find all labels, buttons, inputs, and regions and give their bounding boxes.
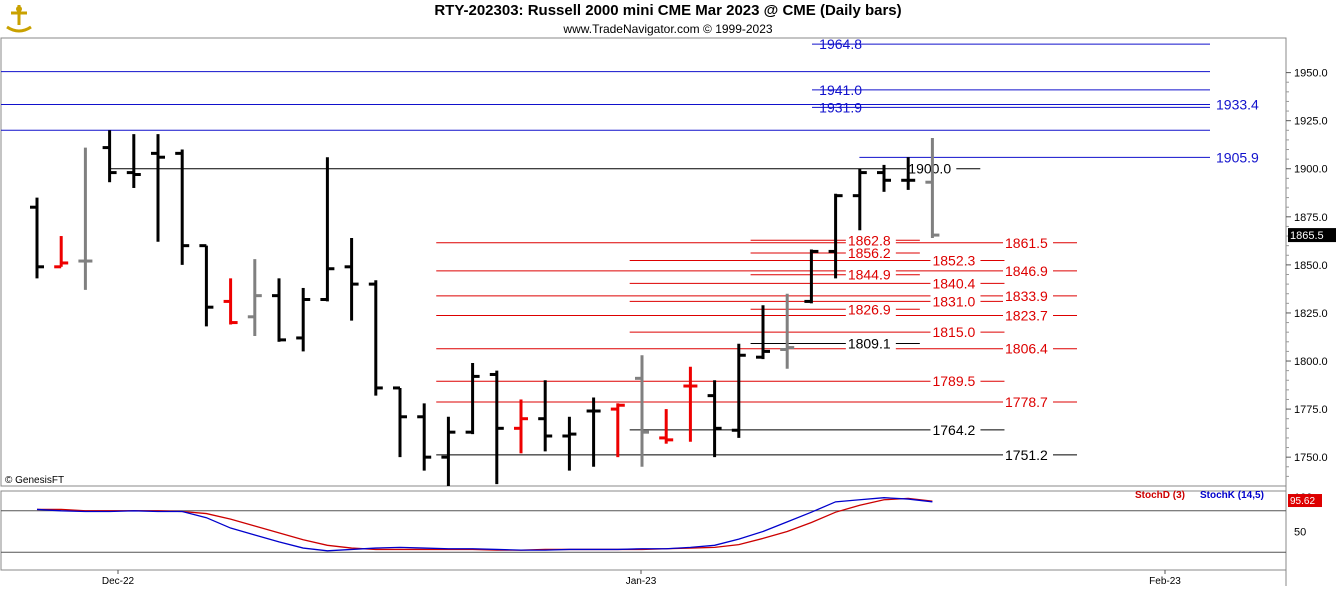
level-value-21: 1806.4 xyxy=(1005,341,1048,357)
level-label-backdrop-15 xyxy=(1003,288,1054,303)
level-value-10: 1856.2 xyxy=(848,245,891,261)
level-value-13: 1844.9 xyxy=(848,267,891,283)
x-axis-label-2: Feb-23 xyxy=(1149,576,1181,587)
level-value-22: 1789.5 xyxy=(932,373,975,389)
level-label-backdrop-21 xyxy=(1003,341,1054,356)
price-tick-label: 1825.0 xyxy=(1294,308,1328,320)
level-value-23: 1778.7 xyxy=(1005,394,1048,410)
level-value-8: 1862.8 xyxy=(848,232,891,248)
price-tick-label: 1800.0 xyxy=(1294,356,1328,368)
level-value-15: 1833.9 xyxy=(1005,288,1048,304)
level-label-backdrop-19 xyxy=(930,325,981,340)
copyright-text: © GenesisFT xyxy=(5,475,64,486)
level-value-19: 1815.0 xyxy=(932,324,975,340)
price-tick-label: 1950.0 xyxy=(1294,68,1328,80)
level-label-0: 1964.8 xyxy=(819,36,862,52)
level-value-20: 1809.1 xyxy=(848,336,891,352)
stoch-panel-frame xyxy=(0,490,1287,571)
level-label-backdrop-11 xyxy=(930,253,981,268)
chart-title: RTY-202303: Russell 2000 mini CME Mar 20… xyxy=(434,2,902,19)
level-label-backdrop-9 xyxy=(1003,235,1054,250)
stoch-d-legend: StochD (3) xyxy=(1135,490,1185,501)
chart-subtitle: www.TradeNavigator.com © 1999-2023 xyxy=(563,22,773,36)
level-value-9: 1861.5 xyxy=(1005,235,1048,251)
x-axis-label-1: Jan-23 xyxy=(626,576,657,587)
level-label-backdrop-18 xyxy=(1003,308,1054,323)
level-label-backdrop-8 xyxy=(845,233,896,248)
level-label-backdrop-24 xyxy=(930,422,981,437)
level-label-backdrop-23 xyxy=(1003,394,1054,409)
level-label-backdrop-14 xyxy=(930,276,981,291)
level-label-backdrop-17 xyxy=(845,302,896,317)
level-label-backdrop-20 xyxy=(845,336,896,351)
level-value-17: 1826.9 xyxy=(848,301,891,317)
price-tick-label: 1925.0 xyxy=(1294,116,1328,128)
price-tick-label: 1900.0 xyxy=(1294,164,1328,176)
level-label-backdrop-13 xyxy=(845,267,896,282)
price-tick-label: 1850.0 xyxy=(1294,260,1328,272)
level-label-4: 1931.9 xyxy=(819,99,862,115)
level-value-7: 1900.0 xyxy=(908,161,951,177)
level-value-18: 1823.7 xyxy=(1005,307,1048,323)
stoch-last-value: 95.62 xyxy=(1290,496,1315,507)
level-label-backdrop-10 xyxy=(845,245,896,260)
level-value-12: 1846.9 xyxy=(1005,263,1048,279)
x-axis-label-0: Dec-22 xyxy=(102,576,135,587)
level-label-backdrop-16 xyxy=(930,294,981,309)
level-value-14: 1840.4 xyxy=(932,275,975,291)
stoch-tick-label: 50 xyxy=(1294,527,1306,539)
level-value-25: 1751.2 xyxy=(1005,447,1048,463)
level-value-16: 1831.0 xyxy=(932,293,975,309)
stoch-k-legend: StochK (14,5) xyxy=(1200,490,1264,501)
price-tick-label: 1775.0 xyxy=(1294,404,1328,416)
level-label-backdrop-22 xyxy=(930,374,981,389)
level-label-3: 1933.4 xyxy=(1216,97,1259,113)
last-price-value: 1865.5 xyxy=(1290,230,1324,242)
last-price-badge xyxy=(1288,228,1336,243)
price-tick-label: 1750.0 xyxy=(1294,452,1328,464)
level-label-6: 1905.9 xyxy=(1216,149,1259,165)
level-label-backdrop-12 xyxy=(1003,263,1054,278)
price-tick-label: 1875.0 xyxy=(1294,212,1328,224)
stoch-last-badge xyxy=(1288,494,1322,508)
level-label-2: 1941.0 xyxy=(819,82,862,98)
genesis-logo-icon xyxy=(3,3,35,33)
level-value-11: 1852.3 xyxy=(932,252,975,268)
stoch-line-0 xyxy=(37,497,933,551)
level-value-24: 1764.2 xyxy=(932,422,975,438)
level-label-backdrop-25 xyxy=(1003,447,1054,462)
stoch-line-1 xyxy=(36,497,933,552)
